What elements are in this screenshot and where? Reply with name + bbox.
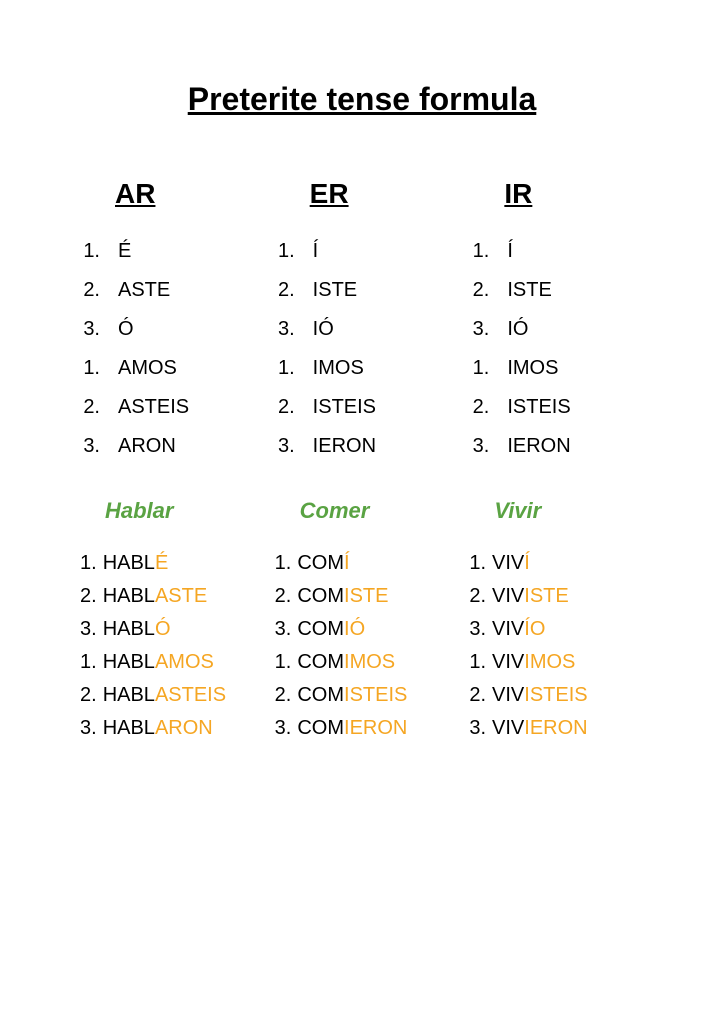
list-item: 3.IÓ	[459, 318, 654, 341]
list-item: 3.ARON	[70, 435, 265, 458]
list-item: 2.HABLASTEIS	[70, 684, 265, 707]
list-item: 2.VIVISTE	[459, 585, 654, 608]
list-item: 2.ASTEIS	[70, 396, 265, 419]
verb-title: Vivir	[459, 498, 654, 524]
columns-container: AR 1.É 2.ASTE 3.Ó 1.AMOS 2.ASTEIS 3.ARON…	[70, 178, 654, 750]
list-item: 2.ISTE	[265, 279, 460, 302]
list-item: 2.COMISTE	[265, 585, 460, 608]
endings-list: 1.Í 2.ISTE 3.IÓ 1.IMOS 2.ISTEIS 3.IERON	[459, 240, 654, 458]
conjugation-list: 1.COMÍ 2.COMISTE 3.COMIÓ 1.COMIMOS 2.COM…	[265, 552, 460, 740]
list-item: 1.VIVIMOS	[459, 651, 654, 674]
list-item: 2.ASTE	[70, 279, 265, 302]
list-item: 1.VIVÍ	[459, 552, 654, 575]
list-item: 2.HABLASTE	[70, 585, 265, 608]
list-item: 2.ISTE	[459, 279, 654, 302]
endings-list: 1.É 2.ASTE 3.Ó 1.AMOS 2.ASTEIS 3.ARON	[70, 240, 265, 458]
list-item: 3.Ó	[70, 318, 265, 341]
verb-title: Hablar	[70, 498, 265, 524]
list-item: 1.Í	[459, 240, 654, 263]
list-item: 1.COMIMOS	[265, 651, 460, 674]
verb-title: Comer	[265, 498, 460, 524]
list-item: 2.ISTEIS	[265, 396, 460, 419]
list-item: 3.COMIÓ	[265, 618, 460, 641]
list-item: 2.ISTEIS	[459, 396, 654, 419]
column-er: ER 1.Í 2.ISTE 3.IÓ 1.IMOS 2.ISTEIS 3.IER…	[265, 178, 460, 750]
conjugation-list: 1.VIVÍ 2.VIVISTE 3.VIVÍO 1.VIVIMOS 2.VIV…	[459, 552, 654, 740]
column-ir: IR 1.Í 2.ISTE 3.IÓ 1.IMOS 2.ISTEIS 3.IER…	[459, 178, 654, 750]
list-item: 3.IERON	[265, 435, 460, 458]
column-header: IR	[459, 178, 654, 210]
list-item: 2.VIVISTEIS	[459, 684, 654, 707]
list-item: 1.COMÍ	[265, 552, 460, 575]
conjugation-list: 1.HABLÉ 2.HABLASTE 3.HABLÓ 1.HABLAMOS 2.…	[70, 552, 265, 740]
list-item: 3.VIVÍO	[459, 618, 654, 641]
endings-list: 1.Í 2.ISTE 3.IÓ 1.IMOS 2.ISTEIS 3.IERON	[265, 240, 460, 458]
column-header: ER	[265, 178, 460, 210]
list-item: 3.IÓ	[265, 318, 460, 341]
list-item: 3.COMIERON	[265, 717, 460, 740]
list-item: 1.IMOS	[265, 357, 460, 380]
list-item: 1.Í	[265, 240, 460, 263]
list-item: 1.AMOS	[70, 357, 265, 380]
list-item: 3.VIVIERON	[459, 717, 654, 740]
column-header: AR	[70, 178, 265, 210]
column-ar: AR 1.É 2.ASTE 3.Ó 1.AMOS 2.ASTEIS 3.ARON…	[70, 178, 265, 750]
list-item: 1.HABLÉ	[70, 552, 265, 575]
list-item: 1.É	[70, 240, 265, 263]
list-item: 1.HABLAMOS	[70, 651, 265, 674]
page-title: Preterite tense formula	[70, 81, 654, 118]
list-item: 2.COMISTEIS	[265, 684, 460, 707]
list-item: 1.IMOS	[459, 357, 654, 380]
list-item: 3.HABLARON	[70, 717, 265, 740]
list-item: 3.HABLÓ	[70, 618, 265, 641]
list-item: 3.IERON	[459, 435, 654, 458]
